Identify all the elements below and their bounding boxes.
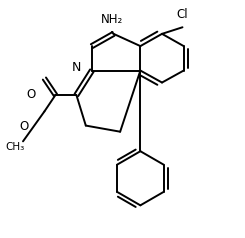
Text: NH₂: NH₂ [101, 13, 123, 26]
Text: N: N [72, 61, 82, 74]
Text: Cl: Cl [177, 8, 188, 21]
Text: O: O [26, 88, 36, 101]
Text: O: O [19, 120, 28, 133]
Text: CH₃: CH₃ [5, 142, 24, 152]
